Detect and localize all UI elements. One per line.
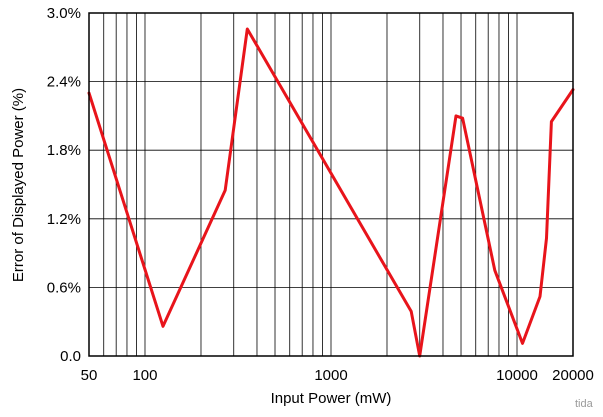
x-tick-label: 10000 bbox=[496, 367, 538, 384]
x-tick-label: 1000 bbox=[314, 367, 347, 384]
y-tick-label: 2.4% bbox=[47, 74, 81, 91]
series-line bbox=[87, 27, 575, 358]
y-tick-label: 1.8% bbox=[47, 142, 81, 159]
x-tick-label: 100 bbox=[132, 367, 157, 384]
tick-layer: 50 100 1000 10000 20000 0.0 0.6% 1.2% 1.8% 2.4% 3.… bbox=[47, 5, 594, 384]
y-tick-label: 0.0 bbox=[60, 348, 81, 365]
x-axis-title: Input Power (mW) bbox=[271, 390, 392, 407]
plot-frame bbox=[88, 12, 574, 357]
grid-layer bbox=[88, 12, 574, 357]
credit-text: tida bbox=[575, 398, 594, 410]
y-axis-title: Error of Displayed Power (%) bbox=[10, 88, 27, 282]
y-tick-label: 1.2% bbox=[47, 211, 81, 228]
y-tick-label: 0.6% bbox=[47, 279, 81, 296]
y-tick-label: 3.0% bbox=[47, 5, 81, 22]
x-tick-label: 50 bbox=[81, 367, 98, 384]
x-tick-label: 20000 bbox=[552, 367, 594, 384]
series-layer bbox=[87, 27, 575, 358]
